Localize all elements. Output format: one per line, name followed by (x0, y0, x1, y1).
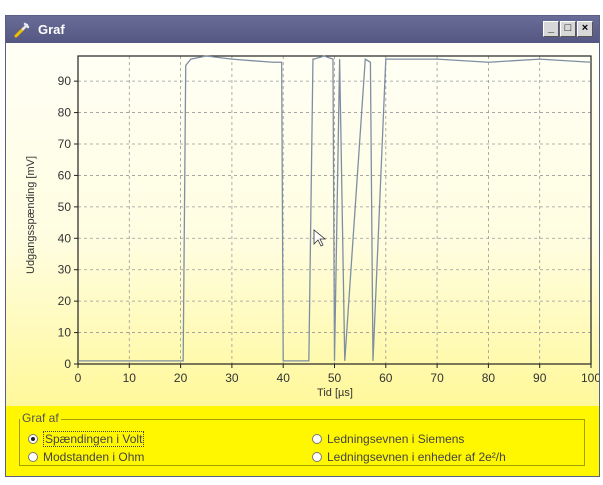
x-tick-label: 100 (581, 371, 599, 385)
y-tick-label: 70 (58, 137, 72, 151)
voltage-chart: 0 10 20 30 40 50 60 70 80 90 100 0 10 20 30 40 50 60 70 80 9… (25, 55, 601, 399)
x-tick-label: 30 (225, 371, 239, 385)
close-button[interactable]: × (577, 21, 593, 37)
series-line (78, 55, 592, 362)
x-tick-label: 90 (533, 371, 547, 385)
radio-siemens[interactable] (312, 433, 322, 444)
option-siemens[interactable]: Ledningsevnen i Siemens (312, 431, 464, 446)
option-conductance-quantum[interactable]: Ledningsevnen i enheder af 2e²/h (312, 449, 506, 464)
x-tick-label: 0 (75, 371, 82, 385)
x-axis-label: Tid [µs] (317, 387, 353, 399)
radio-resistance[interactable] (28, 451, 38, 462)
option-resistance-label: Modstanden i Ohm (43, 449, 145, 464)
window-title: Graf (38, 22, 65, 37)
y-tick-label: 40 (58, 231, 72, 245)
x-tick-label: 80 (482, 371, 496, 385)
x-tick-label: 20 (174, 371, 188, 385)
maximize-button[interactable]: □ (560, 21, 576, 37)
y-tick-label: 20 (58, 294, 72, 308)
minimize-button[interactable]: _ (543, 21, 559, 37)
y-tick-label: 80 (58, 106, 72, 120)
x-tick-label: 40 (277, 371, 291, 385)
option-siemens-label: Ledningsevnen i Siemens (327, 431, 465, 446)
option-conductance-quantum-label: Ledningsevnen i enheder af 2e²/h (327, 449, 506, 464)
cursor-icon (313, 229, 327, 247)
wrench-icon (14, 22, 30, 38)
y-axis-label: Udgangsspænding [mV] (25, 156, 37, 274)
y-tick-label: 50 (58, 200, 72, 214)
option-resistance[interactable]: Modstanden i Ohm (28, 449, 144, 464)
x-tick-label: 60 (379, 371, 393, 385)
title-bar[interactable]: Graf _ □ × (6, 16, 599, 43)
option-voltage-label: Spændingen i Volt (43, 430, 145, 447)
graph-type-group (19, 419, 585, 466)
options-panel: Graf af Spændingen i Volt Modstanden i O… (6, 406, 599, 476)
y-tick-label: 0 (64, 357, 71, 371)
x-tick-label: 50 (328, 371, 342, 385)
radio-conductance-quantum[interactable] (312, 451, 322, 462)
x-tick-label: 10 (123, 371, 137, 385)
x-tick-label: 70 (430, 371, 444, 385)
plot-area: 0 10 20 30 40 50 60 70 80 90 100 0 10 20 30 40 50 60 70 80 9… (6, 43, 601, 406)
radio-voltage[interactable] (28, 433, 38, 444)
group-label: Graf af (20, 411, 61, 425)
y-tick-label: 60 (58, 168, 72, 182)
option-voltage[interactable]: Spændingen i Volt (28, 430, 145, 447)
y-tick-label: 10 (58, 326, 72, 340)
y-tick-label: 90 (58, 74, 72, 88)
y-tick-label: 30 (58, 263, 72, 277)
graph-window: Graf _ □ × 0 10 20 30 40 50 60 70 80 90 100 0 10 20 30… (5, 15, 601, 477)
